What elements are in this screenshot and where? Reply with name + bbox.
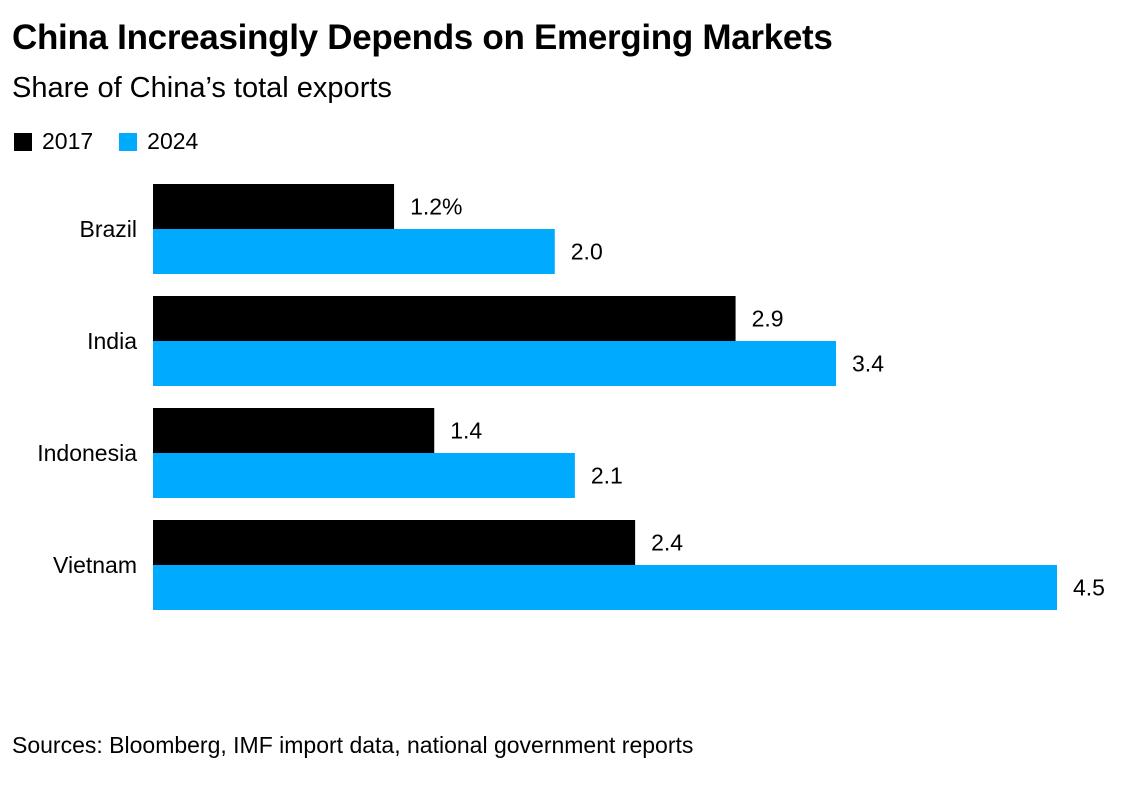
legend-label-2017: 2017 bbox=[42, 128, 94, 154]
legend-item-2017: 2017 bbox=[14, 128, 93, 155]
legend-swatch-2024 bbox=[119, 132, 138, 151]
bar-india-2017 bbox=[153, 296, 736, 341]
legend-label-2024: 2024 bbox=[147, 128, 199, 154]
bar-india-2024 bbox=[153, 341, 837, 386]
legend-swatch-2017 bbox=[14, 132, 32, 151]
bar-vietnam-2024 bbox=[153, 565, 1057, 610]
source-note: Sources: Bloomberg, IMF import data, nat… bbox=[12, 732, 694, 758]
data-label-vietnam-2024: 4.5 bbox=[1073, 575, 1105, 601]
legend-item-2024: 2024 bbox=[119, 128, 198, 155]
bar-brazil-2024 bbox=[153, 229, 555, 274]
data-label-indonesia-2017: 1.4 bbox=[450, 418, 482, 444]
bar-indonesia-2017 bbox=[153, 408, 435, 453]
bar-vietnam-2017 bbox=[153, 520, 636, 565]
data-label-india-2024: 3.4 bbox=[852, 351, 884, 377]
data-label-brazil-2017: 1.2% bbox=[410, 194, 462, 220]
data-label-indonesia-2024: 2.1 bbox=[591, 463, 623, 489]
data-label-vietnam-2017: 2.4 bbox=[651, 530, 683, 556]
bar-indonesia-2024 bbox=[153, 453, 575, 498]
category-label-vietnam: Vietnam bbox=[53, 552, 137, 578]
data-label-india-2017: 2.9 bbox=[752, 306, 784, 332]
data-label-brazil-2024: 2.0 bbox=[571, 239, 603, 265]
category-label-india: India bbox=[87, 328, 137, 354]
category-label-brazil: Brazil bbox=[79, 216, 137, 242]
category-label-indonesia: Indonesia bbox=[37, 440, 137, 466]
bar-brazil-2017 bbox=[153, 184, 395, 229]
chart-title: China Increasingly Depends on Emerging M… bbox=[12, 18, 833, 57]
chart-subtitle: Share of China’s total exports bbox=[12, 72, 392, 104]
legend: 2017 2024 bbox=[14, 128, 224, 155]
